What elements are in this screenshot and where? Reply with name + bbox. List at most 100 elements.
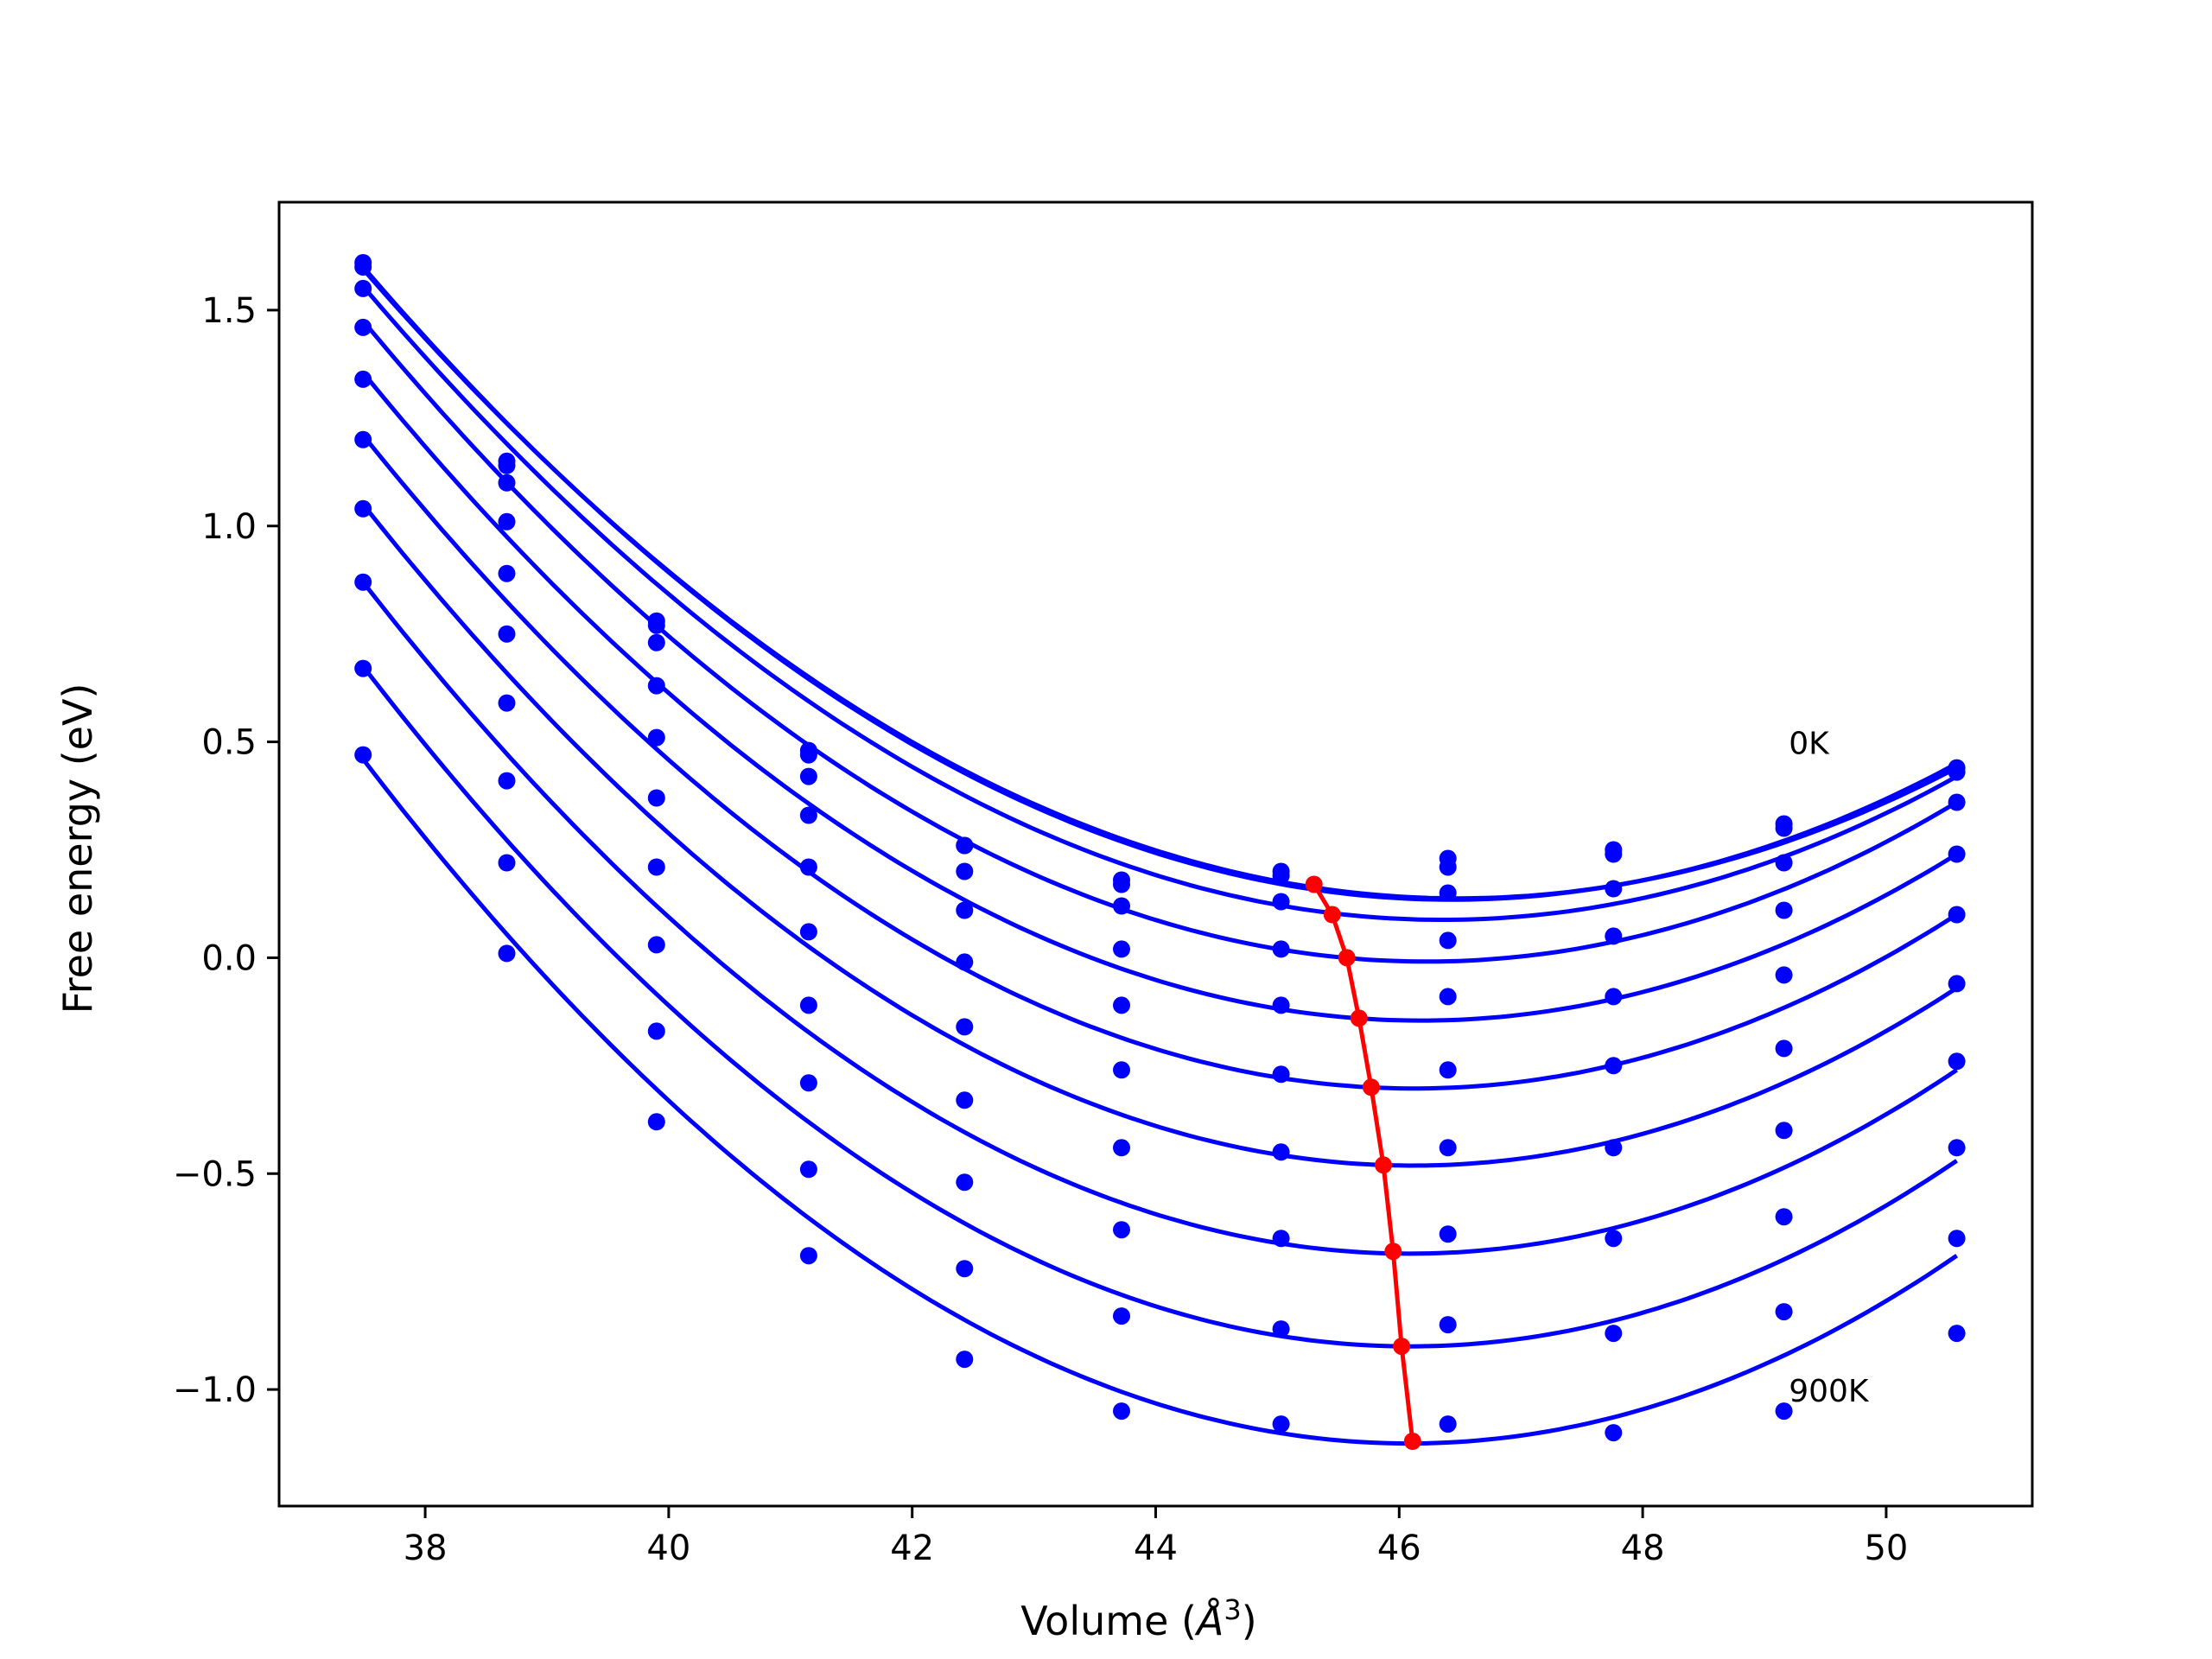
data-point-s6-1 [498, 694, 516, 712]
data-point-s9-5 [1113, 1402, 1130, 1421]
data-point-s9-3 [799, 1247, 817, 1265]
data-point-s6-9 [1775, 1122, 1793, 1140]
data-point-s8-3 [799, 1160, 817, 1179]
data-point-s5-10 [1948, 975, 1966, 993]
data-point-s4-8 [1605, 988, 1623, 1006]
data-point-s5-6 [1272, 1065, 1290, 1084]
data-point-s4-6 [1272, 996, 1290, 1014]
data-point-s2-6 [1272, 893, 1290, 911]
data-point-s6-10 [1948, 1052, 1966, 1071]
data-point-s4-1 [498, 564, 516, 582]
equilibrium-point-8 [1403, 1433, 1421, 1450]
data-point-s7-3 [799, 1074, 817, 1092]
data-point-s7-7 [1439, 1225, 1457, 1243]
data-point-s9-10 [1948, 1325, 1966, 1343]
data-point-s8-1 [498, 854, 516, 872]
data-point-s8-8 [1605, 1325, 1623, 1343]
data-point-s5-8 [1605, 1057, 1623, 1075]
x-tick-label-50: 50 [1864, 1529, 1908, 1568]
data-point-s2-8 [1605, 880, 1623, 898]
data-point-s4-2 [647, 728, 665, 747]
data-point-s5-7 [1439, 1061, 1457, 1079]
y-tick-label-3: 0.0 [201, 938, 257, 978]
data-point-s1-7 [1439, 858, 1457, 876]
data-point-s1-1 [498, 456, 516, 474]
data-point-s3-9 [1775, 901, 1793, 919]
data-point-s7-4 [956, 1173, 974, 1192]
fit-curve-7 [361, 581, 1958, 1256]
y-tick-label-0: 1.5 [201, 291, 257, 331]
x-tick-label-46: 46 [1377, 1529, 1421, 1568]
data-point-s9-9 [1775, 1402, 1793, 1421]
data-point-s4-9 [1775, 966, 1793, 984]
data-point-s3-3 [799, 806, 817, 824]
data-point-s2-1 [498, 474, 516, 492]
data-point-s8-4 [956, 1260, 974, 1278]
annotation-0k: 0K [1789, 727, 1830, 762]
data-point-s3-5 [1113, 940, 1130, 958]
data-point-s8-10 [1948, 1230, 1966, 1248]
data-point-s2-3 [799, 767, 817, 785]
data-point-s7-1 [498, 772, 516, 790]
data-point-s7-10 [1948, 1139, 1966, 1157]
data-point-s5-0 [354, 430, 372, 448]
data-point-s1-4 [956, 836, 974, 855]
data-point-s1-3 [799, 746, 817, 764]
data-point-s3-8 [1605, 927, 1623, 945]
fit-curve-9 [361, 758, 1959, 1446]
y-tick-label-5: −1.0 [173, 1370, 257, 1410]
x-tick-label-38: 38 [404, 1529, 448, 1568]
data-point-s9-7 [1439, 1415, 1457, 1433]
axes: 38 40 42 44 46 48 50 1.5 1.0 0.5 0.0 −0.5 −1.0 [173, 200, 2034, 1568]
fit-curve-8 [361, 664, 1958, 1349]
data-point-s9-4 [956, 1351, 974, 1369]
fit-curve-3 [361, 319, 1958, 964]
data-point-s1-5 [1113, 875, 1130, 893]
fit-curve-6 [361, 503, 1958, 1168]
data-point-s6-0 [354, 499, 372, 518]
data-point-s2-9 [1775, 854, 1793, 872]
data-point-s8-0 [354, 659, 372, 677]
data-point-s7-8 [1605, 1230, 1623, 1248]
data-point-s6-4 [956, 1091, 974, 1109]
data-point-s2-2 [647, 633, 665, 652]
equilibrium-point-4 [1362, 1078, 1380, 1096]
y-tick-label-1: 1.0 [201, 507, 257, 547]
data-point-s7-6 [1272, 1230, 1290, 1248]
fit-curve-2 [361, 284, 1958, 922]
data-point-s8-6 [1272, 1320, 1290, 1338]
data-point-s4-5 [1113, 996, 1130, 1014]
data-point-s9-8 [1605, 1424, 1623, 1442]
data-point-s3-10 [1948, 845, 1966, 863]
data-point-s4-10 [1948, 906, 1966, 924]
fit-curve-5 [361, 434, 1958, 1091]
data-point-s6-5 [1113, 1139, 1130, 1157]
x-tick-label-44: 44 [1134, 1529, 1178, 1568]
data-point-s8-9 [1775, 1303, 1793, 1321]
equilibrium-point-3 [1350, 1009, 1368, 1027]
x-tick-label-42: 42 [890, 1529, 934, 1568]
x-axis-title: Volume (Å3) [1020, 1593, 1256, 1644]
data-point-s7-0 [354, 573, 372, 591]
data-point-s1-2 [647, 616, 665, 634]
data-point-s7-5 [1113, 1221, 1130, 1239]
data-point-s8-5 [1113, 1307, 1130, 1325]
data-point-s4-0 [354, 370, 372, 388]
data-point-s5-3 [799, 923, 817, 941]
data-point-s8-2 [647, 1022, 665, 1040]
x-tick-label-48: 48 [1621, 1529, 1665, 1568]
data-point-s6-3 [799, 996, 817, 1014]
data-point-s3-7 [1439, 931, 1457, 950]
data-point-s9-1 [498, 944, 516, 963]
data-point-s2-0 [354, 279, 372, 297]
data-point-s5-2 [647, 789, 665, 807]
data-point-s5-1 [498, 625, 516, 643]
data-point-s6-2 [647, 858, 665, 876]
data-point-s6-8 [1605, 1139, 1623, 1157]
equilibrium-point-5 [1375, 1156, 1392, 1174]
data-point-s3-1 [498, 512, 516, 531]
data-point-s3-2 [647, 677, 665, 695]
data-point-s2-10 [1948, 793, 1966, 811]
data-point-s1-9 [1775, 819, 1793, 837]
